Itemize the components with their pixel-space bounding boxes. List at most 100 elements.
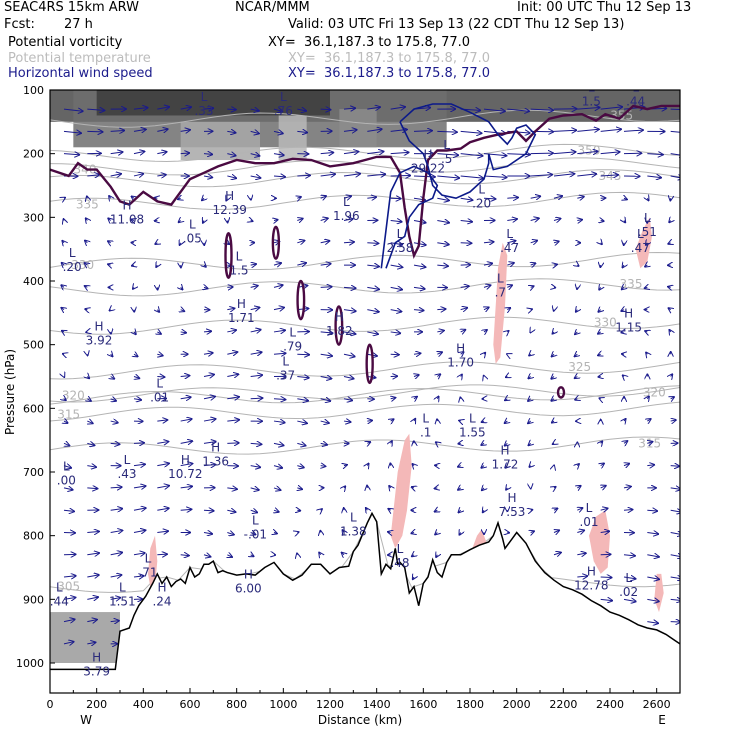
wind-vector: [670, 488, 680, 489]
extremum-kind: H: [456, 342, 465, 356]
x-tick-label: 1000: [269, 698, 297, 711]
plot-frame: [49, 89, 681, 694]
extremum-value: .76: [274, 104, 293, 118]
wind-vector: [342, 553, 344, 555]
wind-vector: [344, 486, 345, 488]
wind-vector: [460, 286, 469, 287]
extremum-value: .47: [631, 241, 650, 255]
theta-label: 340: [74, 163, 97, 177]
wind-vector: [203, 331, 211, 332]
wind-vector: [459, 532, 460, 534]
wind-vector: [273, 263, 281, 265]
wind-vector: [111, 354, 113, 356]
extremum-L-19: L.43: [117, 453, 136, 481]
wind-vector: [87, 109, 104, 110]
wind-vector: [436, 555, 437, 557]
theta-label: 350: [578, 143, 601, 157]
theta-label: 335: [620, 277, 643, 291]
terrain-line: [50, 511, 680, 671]
wind-vector: [273, 330, 285, 332]
x-tick-label: 800: [226, 698, 247, 711]
wind-vector: [250, 352, 262, 354]
wind-vector: [671, 420, 676, 421]
extremum-L-35: L.76: [274, 90, 293, 118]
wind-vector: [461, 375, 462, 377]
theta-label: 315: [57, 408, 80, 422]
extremum-L-45: L.44: [626, 90, 645, 109]
wind-vector: [157, 442, 168, 444]
x-tick-label: 2200: [549, 698, 577, 711]
wind-vector: [250, 443, 262, 444]
extremum-kind: H: [122, 198, 131, 212]
wind-vector: [576, 310, 577, 312]
wind-vector: [551, 399, 554, 401]
wind-vector: [63, 619, 75, 621]
extremum-value: 3.92: [86, 333, 113, 347]
extremum-value: .5: [441, 152, 452, 166]
wind-vector: [391, 419, 394, 421]
wind-vector: [577, 464, 579, 466]
wind-vector: [87, 421, 92, 423]
wind-vector: [530, 175, 552, 176]
wind-vector: [437, 330, 443, 331]
wind-vector: [203, 176, 212, 177]
wind-vector: [669, 330, 670, 332]
wind-vector: [63, 466, 71, 468]
extremum-kind: L: [119, 580, 126, 594]
wind-vector: [624, 441, 627, 443]
wind-vector: [391, 441, 392, 443]
extremum-kind: L: [497, 272, 504, 286]
wind-vector: [577, 530, 584, 532]
extremum-kind: L: [124, 453, 131, 467]
wind-vector: [343, 421, 350, 422]
wind-vector: [528, 399, 531, 401]
wind-vector: [391, 398, 396, 399]
west-label: W: [80, 713, 92, 727]
extremum-kind: H: [587, 564, 596, 578]
wind-vector: [343, 242, 354, 243]
wind-vector: [507, 331, 508, 332]
wind-vector: [390, 310, 402, 312]
extremum-value: 1.70: [447, 356, 474, 370]
wind-vector: [577, 508, 582, 510]
wind-vector: [85, 286, 88, 287]
org-label: NCAR/MMM: [235, 0, 310, 15]
wind-vector: [227, 131, 235, 132]
extremum-value: 2.58: [387, 241, 414, 255]
extremum-L-30: L1.51: [109, 580, 136, 608]
x-tick-label: 2600: [643, 698, 671, 711]
extremum-value: 12.78: [574, 578, 608, 592]
field-xy-theta: XY= 36.1,187.3 to 175.8, 77.0: [288, 51, 491, 66]
wind-vector: [622, 287, 624, 289]
wind-vector: [227, 532, 233, 534]
wind-vector: [367, 442, 370, 443]
wind-vector: [133, 443, 144, 444]
wind-vector: [413, 577, 414, 579]
wind-vector: [273, 131, 283, 133]
wind-vector: [203, 221, 204, 223]
wind-vector: [157, 486, 169, 488]
wind-vector: [647, 555, 658, 557]
pv-shade-5: [339, 109, 377, 148]
wind-vector: [157, 463, 169, 465]
extremum-kind: L: [478, 182, 485, 196]
wind-vector: [529, 354, 530, 355]
wind-vector: [343, 219, 353, 221]
extremum-kind: L: [625, 571, 632, 585]
wind-vector: [390, 221, 402, 222]
theta-label: 330: [71, 258, 94, 272]
wind-vector: [180, 397, 191, 399]
wind-vector: [460, 308, 467, 310]
wind-vector: [133, 576, 144, 577]
theta-contour-335: [50, 191, 680, 211]
wind-vector: [343, 287, 356, 288]
wind-vector: [367, 265, 379, 266]
wind-vectors-layer: [61, 107, 680, 644]
wind-vector: [528, 421, 531, 423]
pink-region-1: [390, 433, 412, 549]
wind-vector: [575, 332, 577, 334]
wind-vector: [577, 553, 585, 555]
wind-vector: [670, 577, 680, 579]
wind-vector: [413, 221, 426, 223]
